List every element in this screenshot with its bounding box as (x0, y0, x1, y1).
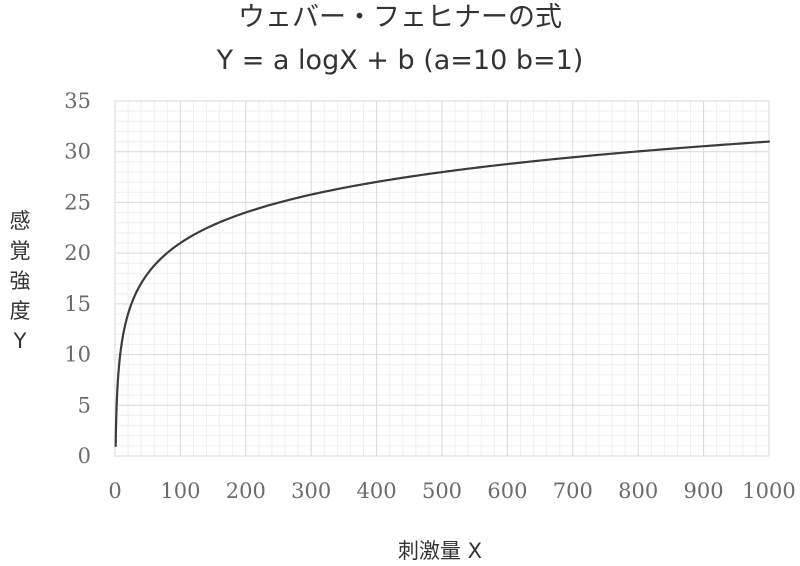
x-tick-label: 800 (618, 479, 658, 503)
x-tick-label: 600 (487, 479, 527, 503)
x-tick-labels: 0 100 200 300 400 500 600 700 800 900 1000 (108, 479, 795, 503)
x-tick-label: 1000 (742, 479, 795, 503)
y-tick-label: 25 (64, 190, 91, 214)
x-axis-label: 刺激量 X (397, 539, 483, 563)
y-axis-label-char: 強 (9, 269, 31, 293)
y-tick-label: 0 (78, 444, 91, 468)
y-tick-label: 15 (64, 292, 91, 316)
x-tick-label: 100 (160, 479, 200, 503)
y-axis-label-char: 度 (9, 299, 31, 323)
y-tick-label: 10 (64, 343, 91, 367)
x-tick-label: 400 (357, 479, 397, 503)
minor-grid (115, 101, 769, 456)
x-tick-label: 200 (226, 479, 266, 503)
major-grid (114, 100, 770, 457)
chart-title: ウェバー・フェヒナーの式 (238, 2, 562, 33)
x-tick-label: 300 (291, 479, 331, 503)
y-tick-label: 5 (78, 393, 91, 417)
x-tick-label: 500 (422, 479, 462, 503)
y-tick-label: 35 (64, 89, 91, 113)
x-tick-label: 0 (108, 479, 121, 503)
y-tick-labels: 0 5 10 15 20 25 30 35 (64, 89, 91, 468)
x-tick-label: 900 (684, 479, 724, 503)
y-tick-label: 20 (64, 241, 91, 265)
plot-frame (114, 100, 770, 457)
series-line-weber-fechner (114, 140, 771, 447)
chart-subtitle: Y = a logX + b (a=10 b=1) (216, 45, 584, 76)
y-axis-label-char: Y (13, 329, 27, 353)
y-axis-label-char: 感 (9, 209, 31, 233)
y-tick-label: 30 (64, 140, 91, 164)
y-axis-label-char: 覚 (9, 239, 31, 263)
x-tick-label: 700 (553, 479, 593, 503)
